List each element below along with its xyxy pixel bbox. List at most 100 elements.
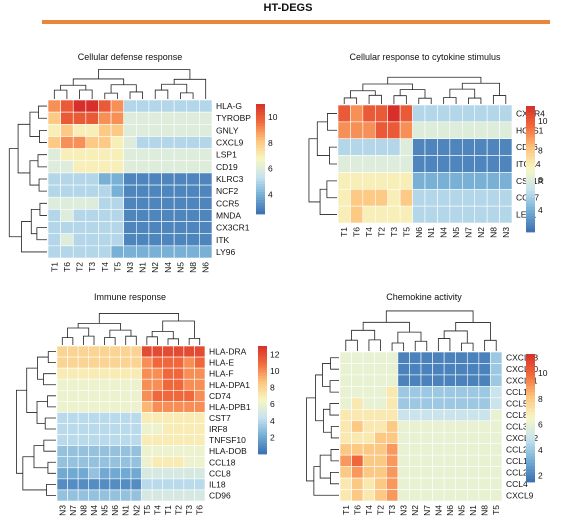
heatmap-cell bbox=[478, 489, 491, 502]
row-label-ccl18: CCL18 bbox=[506, 387, 533, 397]
heatmap-cell bbox=[110, 136, 125, 149]
row-label-cd74: CD74 bbox=[209, 391, 231, 401]
column-dendrogram bbox=[53, 69, 207, 99]
heatmap-cell bbox=[385, 409, 399, 422]
heatmap-cell bbox=[374, 104, 389, 123]
heatmap-cell bbox=[56, 389, 68, 402]
heatmap-cell bbox=[151, 489, 164, 502]
heatmap-cell bbox=[85, 124, 99, 137]
heatmap-cell bbox=[47, 148, 61, 162]
heatmap-cell bbox=[136, 233, 150, 247]
heatmap-cell bbox=[98, 434, 111, 446]
heatmap-cell bbox=[77, 389, 90, 402]
heatmap-cell bbox=[397, 431, 410, 444]
panel-chemokine-activity: Chemokine activityCXCL13CXCL10CXCL11CCL1… bbox=[306, 292, 548, 516]
heatmap-cell bbox=[374, 188, 389, 207]
heatmap-cell bbox=[199, 221, 213, 234]
heatmap-cell bbox=[424, 172, 438, 190]
heatmap-cell bbox=[474, 155, 488, 173]
heatmap-cell bbox=[399, 138, 413, 156]
heatmap-cell bbox=[77, 345, 90, 358]
heatmap-cell bbox=[172, 401, 185, 413]
heatmap-cell bbox=[455, 397, 468, 410]
heatmap-cell bbox=[130, 456, 142, 469]
heatmap-cell bbox=[351, 409, 364, 422]
heatmap-cell bbox=[199, 136, 213, 149]
column-dendrogram bbox=[61, 313, 201, 345]
heatmap-cell bbox=[337, 138, 351, 156]
heatmap-cell bbox=[432, 397, 445, 410]
heatmap-cell bbox=[67, 389, 79, 402]
heatmap-cell bbox=[109, 445, 121, 458]
heatmap-cell bbox=[120, 434, 132, 446]
heatmap-cell bbox=[374, 420, 387, 433]
heatmap-cell bbox=[339, 409, 352, 422]
heatmap-cell bbox=[399, 172, 413, 190]
heatmap-cell bbox=[130, 412, 142, 424]
heatmap-cell bbox=[455, 363, 468, 376]
heatmap-cell bbox=[420, 454, 433, 467]
heatmap-cell bbox=[161, 136, 175, 149]
heatmap-cell bbox=[412, 121, 426, 140]
heatmap-cell bbox=[120, 356, 132, 369]
heatmap-cell bbox=[374, 489, 387, 502]
heatmap-cell bbox=[449, 155, 463, 173]
heatmap-cell bbox=[420, 443, 433, 456]
heatmap-cell bbox=[60, 245, 74, 259]
heatmap-cell bbox=[397, 489, 410, 502]
heatmap-cell bbox=[486, 121, 500, 140]
panel-title: Chemokine activity bbox=[386, 292, 462, 302]
heatmap-cell bbox=[56, 467, 68, 480]
heatmap-cell bbox=[362, 351, 376, 364]
heatmap-cell bbox=[374, 155, 389, 173]
heatmap-cell bbox=[151, 401, 164, 413]
column-label-n4: N4 bbox=[163, 262, 173, 273]
heatmap-cell bbox=[478, 409, 491, 422]
column-label-t1: T1 bbox=[341, 505, 351, 515]
heatmap-cell bbox=[110, 172, 125, 186]
heatmap-cell bbox=[387, 104, 401, 123]
heatmap-cell bbox=[67, 356, 79, 369]
heatmap-cell bbox=[88, 423, 100, 435]
heatmap-cell bbox=[374, 138, 389, 156]
heatmap-cell bbox=[151, 434, 164, 446]
legend-tick-label: 6 bbox=[538, 419, 543, 429]
column-dendrogram bbox=[345, 310, 497, 351]
heatmap-cell bbox=[437, 121, 451, 140]
heatmap-cell bbox=[110, 196, 125, 210]
column-label-t5: T5 bbox=[401, 227, 411, 237]
heatmap-cell bbox=[148, 148, 162, 162]
heatmap-cell bbox=[85, 136, 99, 149]
heatmap-cell bbox=[47, 172, 61, 186]
heatmap-cell bbox=[148, 245, 162, 259]
heatmap-cell bbox=[173, 160, 188, 174]
heatmap-cell bbox=[130, 401, 142, 413]
heatmap-cell bbox=[409, 489, 422, 502]
panel-immune-response: Immune response HLA-DRAHLA-EHLA-FHLA-DPA1… bbox=[16, 292, 280, 516]
heatmap-cell bbox=[151, 389, 164, 402]
heatmap-cell bbox=[199, 196, 213, 210]
heatmap-cell bbox=[98, 124, 112, 137]
heatmap-cell bbox=[47, 221, 61, 234]
heatmap-cell bbox=[98, 172, 112, 186]
heatmap-cell bbox=[362, 409, 376, 422]
heatmap-cell bbox=[424, 121, 438, 140]
heatmap-cell bbox=[397, 374, 410, 387]
heatmap-cell bbox=[478, 477, 491, 490]
row-label-cxcl9: CXCL9 bbox=[216, 138, 244, 148]
heatmap-cell bbox=[449, 172, 463, 190]
heatmap-cell bbox=[362, 172, 376, 190]
heatmap-cell bbox=[98, 233, 112, 247]
column-label-n1: N1 bbox=[121, 505, 131, 516]
heatmap-cell bbox=[194, 456, 206, 469]
column-label-t6: T6 bbox=[352, 505, 362, 515]
heatmap-cell bbox=[123, 99, 137, 113]
column-label-n3: N3 bbox=[399, 505, 409, 516]
heatmap-cell bbox=[72, 184, 87, 198]
row-label-cxcl11: CXCL11 bbox=[506, 376, 538, 386]
row-label-ccl2: CCL2 bbox=[506, 444, 528, 454]
heatmap-cell bbox=[385, 363, 399, 376]
column-label-n6: N6 bbox=[414, 227, 424, 238]
heatmap-cell bbox=[98, 367, 111, 380]
column-label-n8: N8 bbox=[480, 505, 490, 516]
